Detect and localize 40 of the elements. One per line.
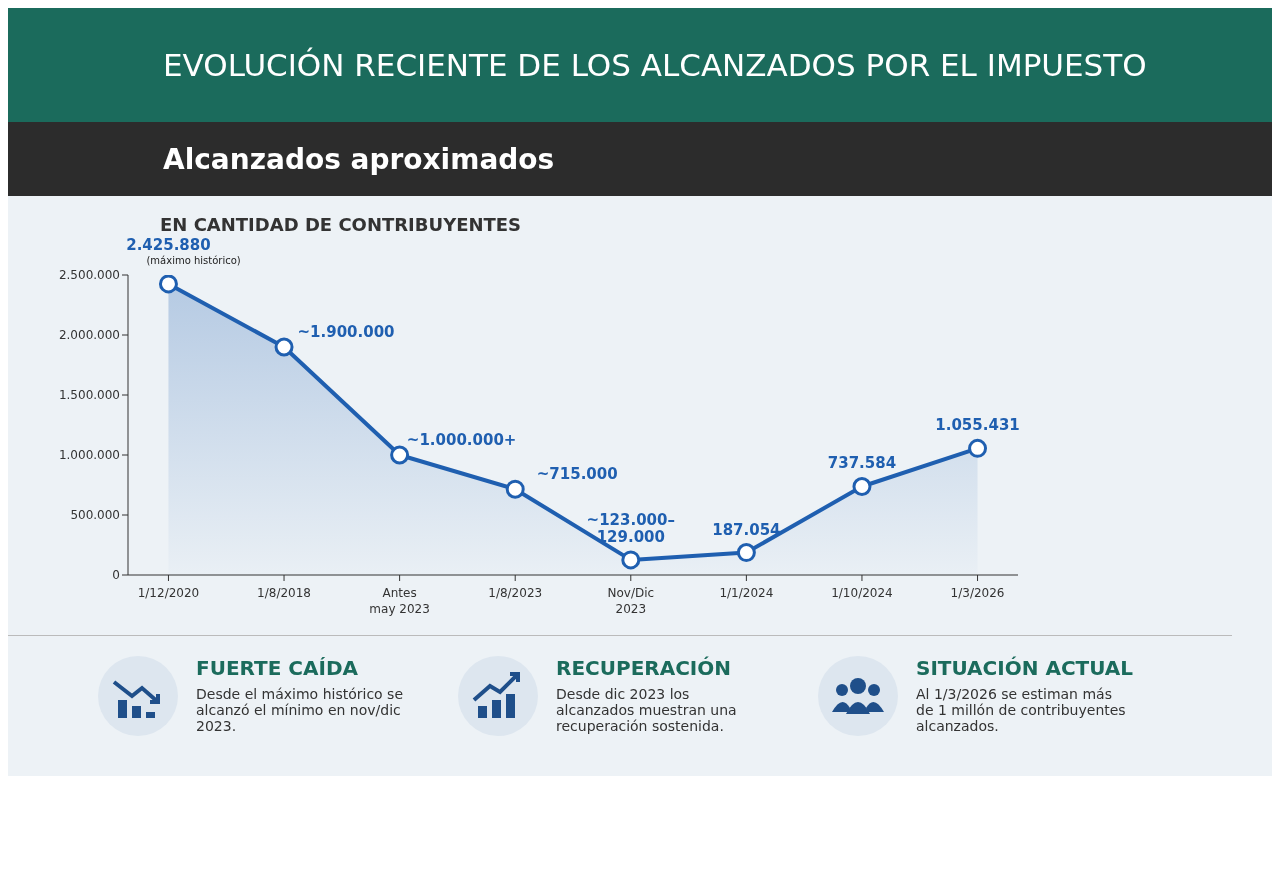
text: FUERTE CAÍDA [196, 656, 359, 680]
point [390, 445, 410, 465]
data-label: ~123.000– 129.000 [586, 510, 675, 546]
y-tick-label: 2.000.000 [58, 328, 120, 343]
x-tick-label: 1/10/2024 [831, 586, 893, 600]
y-tick-label: 1.000.000 [58, 448, 120, 463]
point [505, 479, 525, 499]
text: SITUACIÓN ACTUAL [916, 656, 1134, 680]
y-axis-title: EN CANTIDAD DE CONTRIBUYENTES [159, 213, 523, 235]
point [158, 275, 178, 294]
chart-title: EVOLUCIÓN RECIENTE DE LOS ALCANZADOS POR EL IMPUESTO [8, 8, 1272, 122]
data-label: 2.425.880 [126, 235, 211, 254]
x-tick-label: Nov/Dic 2023 [607, 586, 655, 616]
y-tick-label: 2.500.000 [58, 268, 120, 283]
y-tick-label: 500.000 [70, 508, 120, 523]
point [852, 476, 872, 496]
data-label: 187.054 [712, 520, 781, 539]
text: Al 1/3/2026 se estiman más de 1 millón de contribuyentes alcanzados. [916, 686, 1126, 734]
text: RECUPERACIÓN [556, 656, 733, 680]
data-label: 1.055.431 [935, 416, 1020, 435]
point [274, 337, 294, 357]
y-tick-label: 1.500.000 [58, 388, 120, 403]
data-label: ~715.000 [536, 465, 618, 484]
text: Desde dic 2023 los alcanzados muestran una recuperación sostenida. [556, 686, 738, 734]
x-tick-label: 1/1/2024 [719, 586, 774, 600]
annotation: (máximo histórico) [146, 254, 241, 266]
text: Desde el máximo histórico se alcanzó el mínimo en nov/dic 2023. [196, 686, 404, 734]
data-label: 737.584 [827, 454, 897, 473]
data-label: ~1.000.000+ [406, 431, 517, 449]
x-tick-label: 1/8/2018 [257, 586, 311, 600]
chart-subtitle: Alcanzados aproximados [8, 122, 1272, 196]
y-tick-label: 0 [112, 568, 120, 583]
data-label: ~1.900.000 [297, 323, 395, 341]
point [736, 543, 756, 563]
point [968, 438, 988, 458]
x-tick-label: 1/12/2020 [137, 586, 200, 600]
x-tick-label: 1/8/2023 [488, 586, 543, 600]
x-tick-label: Antes may 2023 [369, 586, 430, 616]
point [621, 550, 641, 570]
x-tick-label: 1/3/2026 [950, 586, 1005, 600]
